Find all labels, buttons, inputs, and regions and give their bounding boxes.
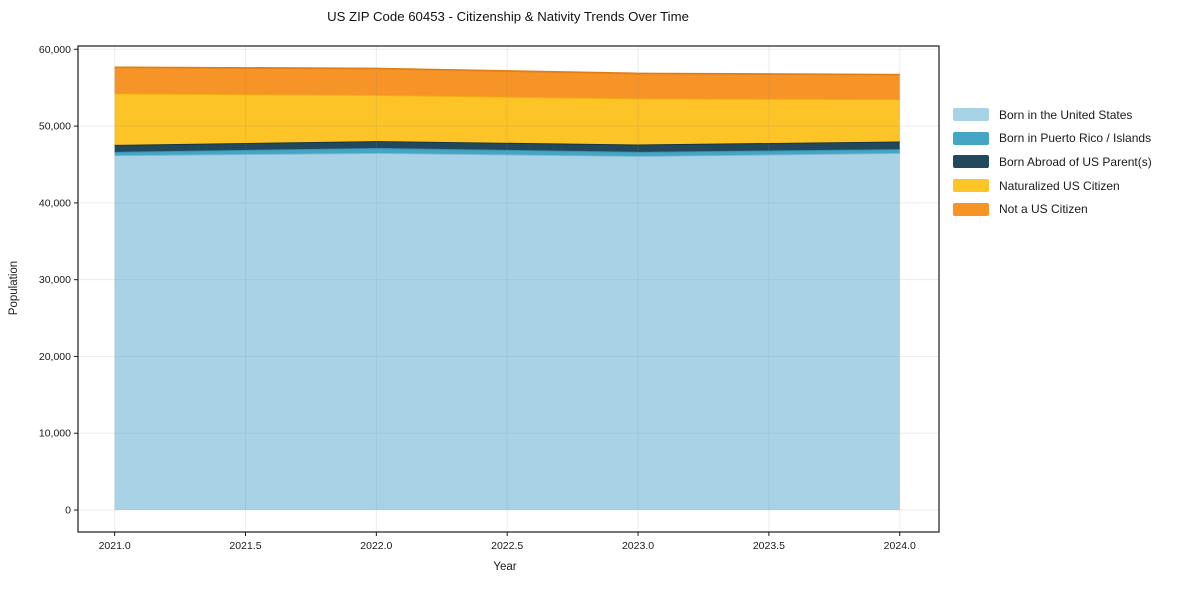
- x-tick-label: 2022.5: [491, 540, 523, 552]
- y-tick-label: 50,000: [39, 121, 71, 133]
- area-series-3: [114, 93, 900, 145]
- area-series-0: [114, 152, 900, 511]
- x-axis-label: Year: [493, 561, 517, 573]
- legend-label: Naturalized US Citizen: [999, 178, 1120, 193]
- legend-swatch-naturalized: [953, 179, 989, 193]
- y-axis-label: Population: [8, 260, 20, 316]
- y-tick-label: 40,000: [39, 197, 71, 209]
- legend-label: Born Abroad of US Parent(s): [999, 154, 1152, 169]
- legend-item-puerto-rico: Born in Puerto Rico / Islands: [953, 127, 1152, 151]
- y-tick-label: 0: [65, 505, 71, 517]
- legend-item-born-us: Born in the United States: [953, 103, 1152, 127]
- legend-swatch-puerto-rico: [953, 131, 989, 145]
- area-edge-4: [114, 66, 900, 76]
- x-tick-label: 2021.0: [99, 540, 131, 552]
- chart-title: US ZIP Code 60453 - Citizenship & Nativi…: [327, 9, 689, 24]
- legend-swatch-not-citizen: [953, 202, 989, 216]
- legend: Born in the United States Born in Puerto…: [953, 103, 1152, 221]
- legend-item-naturalized: Naturalized US Citizen: [953, 174, 1152, 198]
- y-tick-label: 60,000: [39, 44, 71, 56]
- legend-swatch-born-abroad: [953, 155, 989, 169]
- x-tick-label: 2022.0: [360, 540, 392, 552]
- x-tick-label: 2021.5: [229, 540, 261, 552]
- x-tick-label: 2024.0: [884, 540, 916, 552]
- y-tick-label: 20,000: [39, 351, 71, 363]
- legend-label: Not a US Citizen: [999, 202, 1088, 217]
- area-series-4: [114, 67, 900, 100]
- y-tick-label: 30,000: [39, 274, 71, 286]
- legend-label: Born in the United States: [999, 107, 1133, 122]
- legend-item-not-citizen: Not a US Citizen: [953, 197, 1152, 221]
- x-tick-label: 2023.5: [753, 540, 785, 552]
- area-series-2: [114, 141, 900, 152]
- x-tick-label: 2023.0: [622, 540, 654, 552]
- area-series-1: [114, 147, 900, 157]
- plot-frame: [77, 45, 940, 533]
- legend-swatch-born-us: [953, 108, 989, 122]
- y-tick-label: 10,000: [39, 428, 71, 440]
- legend-label: Born in Puerto Rico / Islands: [999, 131, 1152, 146]
- legend-item-born-abroad: Born Abroad of US Parent(s): [953, 150, 1152, 174]
